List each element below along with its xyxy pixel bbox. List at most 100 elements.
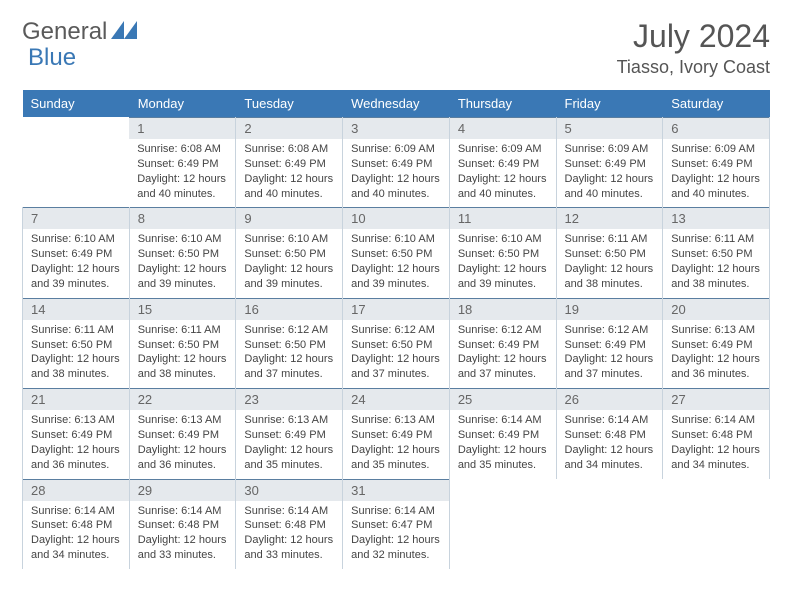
- day-cell: 12Sunrise: 6:11 AMSunset: 6:50 PMDayligh…: [556, 207, 663, 297]
- daylight-text: Daylight: 12 hours: [138, 443, 228, 458]
- day-number: 3: [343, 117, 449, 139]
- sunset-text: Sunset: 6:50 PM: [565, 247, 655, 262]
- day-details: Sunrise: 6:12 AMSunset: 6:49 PMDaylight:…: [557, 320, 663, 388]
- daylight-text: and 40 minutes.: [351, 187, 441, 202]
- sunset-text: Sunset: 6:49 PM: [31, 428, 121, 443]
- day-cell: 22Sunrise: 6:13 AMSunset: 6:49 PMDayligh…: [129, 388, 236, 478]
- calendar-table: Sunday Monday Tuesday Wednesday Thursday…: [22, 90, 770, 569]
- day-cell: 15Sunrise: 6:11 AMSunset: 6:50 PMDayligh…: [129, 298, 236, 388]
- day-cell: 5Sunrise: 6:09 AMSunset: 6:49 PMDaylight…: [556, 117, 663, 207]
- sunrise-text: Sunrise: 6:14 AM: [244, 504, 334, 519]
- day-details: Sunrise: 6:14 AMSunset: 6:49 PMDaylight:…: [450, 410, 556, 478]
- sunset-text: Sunset: 6:48 PM: [565, 428, 655, 443]
- sunset-text: Sunset: 6:50 PM: [671, 247, 761, 262]
- daylight-text: Daylight: 12 hours: [671, 443, 761, 458]
- daylight-text: Daylight: 12 hours: [565, 443, 655, 458]
- day-cell: 13Sunrise: 6:11 AMSunset: 6:50 PMDayligh…: [663, 207, 770, 297]
- day-details: Sunrise: 6:12 AMSunset: 6:50 PMDaylight:…: [236, 320, 342, 388]
- day-cell: 24Sunrise: 6:13 AMSunset: 6:49 PMDayligh…: [343, 388, 450, 478]
- sunrise-text: Sunrise: 6:11 AM: [31, 323, 121, 338]
- sunset-text: Sunset: 6:50 PM: [458, 247, 548, 262]
- daylight-text: and 39 minutes.: [244, 277, 334, 292]
- daylight-text: Daylight: 12 hours: [458, 172, 548, 187]
- sunrise-text: Sunrise: 6:12 AM: [565, 323, 655, 338]
- day-details: Sunrise: 6:11 AMSunset: 6:50 PMDaylight:…: [557, 229, 663, 297]
- day-number: 24: [343, 388, 449, 410]
- sunrise-text: Sunrise: 6:09 AM: [458, 142, 548, 157]
- sunset-text: Sunset: 6:50 PM: [351, 247, 441, 262]
- daylight-text: and 37 minutes.: [565, 367, 655, 382]
- daylight-text: Daylight: 12 hours: [351, 262, 441, 277]
- daylight-text: and 36 minutes.: [31, 458, 121, 473]
- daylight-text: Daylight: 12 hours: [31, 262, 121, 277]
- daylight-text: and 39 minutes.: [458, 277, 548, 292]
- day-number: 30: [236, 479, 342, 501]
- day-details: Sunrise: 6:14 AMSunset: 6:48 PMDaylight:…: [130, 501, 236, 569]
- sunset-text: Sunset: 6:49 PM: [458, 157, 548, 172]
- day-number: 16: [236, 298, 342, 320]
- day-number: 19: [557, 298, 663, 320]
- day-details: Sunrise: 6:14 AMSunset: 6:48 PMDaylight:…: [663, 410, 769, 478]
- day-details: Sunrise: 6:12 AMSunset: 6:49 PMDaylight:…: [450, 320, 556, 388]
- day-cell: 3Sunrise: 6:09 AMSunset: 6:49 PMDaylight…: [343, 117, 450, 207]
- sunrise-text: Sunrise: 6:14 AM: [458, 413, 548, 428]
- day-header: Monday: [129, 90, 236, 117]
- sunset-text: Sunset: 6:50 PM: [31, 338, 121, 353]
- daylight-text: and 36 minutes.: [138, 458, 228, 473]
- daylight-text: Daylight: 12 hours: [458, 262, 548, 277]
- daylight-text: and 34 minutes.: [565, 458, 655, 473]
- logo: General: [22, 18, 139, 46]
- daylight-text: Daylight: 12 hours: [351, 443, 441, 458]
- day-number: 2: [236, 117, 342, 139]
- day-cell: 10Sunrise: 6:10 AMSunset: 6:50 PMDayligh…: [343, 207, 450, 297]
- sunrise-text: Sunrise: 6:08 AM: [244, 142, 334, 157]
- daylight-text: and 34 minutes.: [31, 548, 121, 563]
- header-row: General July 2024 Tiasso, Ivory Coast: [22, 18, 770, 78]
- daylight-text: Daylight: 12 hours: [351, 172, 441, 187]
- sunrise-text: Sunrise: 6:14 AM: [671, 413, 761, 428]
- day-details: Sunrise: 6:14 AMSunset: 6:48 PMDaylight:…: [236, 501, 342, 569]
- week-row: 28Sunrise: 6:14 AMSunset: 6:48 PMDayligh…: [23, 479, 770, 569]
- week-row: 7Sunrise: 6:10 AMSunset: 6:49 PMDaylight…: [23, 207, 770, 297]
- daylight-text: and 40 minutes.: [671, 187, 761, 202]
- sunset-text: Sunset: 6:48 PM: [31, 518, 121, 533]
- daylight-text: and 32 minutes.: [351, 548, 441, 563]
- sunset-text: Sunset: 6:49 PM: [671, 338, 761, 353]
- daylight-text: Daylight: 12 hours: [138, 352, 228, 367]
- daylight-text: Daylight: 12 hours: [351, 533, 441, 548]
- sunrise-text: Sunrise: 6:08 AM: [137, 142, 227, 157]
- day-number: 26: [557, 388, 663, 410]
- day-number: 11: [450, 207, 556, 229]
- daylight-text: and 35 minutes.: [351, 458, 441, 473]
- sunset-text: Sunset: 6:50 PM: [138, 338, 228, 353]
- logo-icon: [111, 18, 137, 46]
- day-number: 4: [450, 117, 556, 139]
- sunset-text: Sunset: 6:47 PM: [351, 518, 441, 533]
- daylight-text: Daylight: 12 hours: [244, 262, 334, 277]
- daylight-text: Daylight: 12 hours: [351, 352, 441, 367]
- daylight-text: and 40 minutes.: [244, 187, 334, 202]
- day-cell: 20Sunrise: 6:13 AMSunset: 6:49 PMDayligh…: [663, 298, 770, 388]
- daylight-text: Daylight: 12 hours: [458, 443, 548, 458]
- day-details: Sunrise: 6:08 AMSunset: 6:49 PMDaylight:…: [129, 139, 235, 207]
- day-number: 1: [129, 117, 235, 139]
- day-details: Sunrise: 6:13 AMSunset: 6:49 PMDaylight:…: [236, 410, 342, 478]
- day-number: 20: [663, 298, 769, 320]
- day-details: Sunrise: 6:14 AMSunset: 6:48 PMDaylight:…: [23, 501, 129, 569]
- day-details: Sunrise: 6:14 AMSunset: 6:47 PMDaylight:…: [343, 501, 449, 569]
- day-number: 13: [663, 207, 769, 229]
- sunset-text: Sunset: 6:49 PM: [565, 157, 655, 172]
- day-cell: 6Sunrise: 6:09 AMSunset: 6:49 PMDaylight…: [663, 117, 770, 207]
- day-cell: 8Sunrise: 6:10 AMSunset: 6:50 PMDaylight…: [129, 207, 236, 297]
- daylight-text: and 40 minutes.: [137, 187, 227, 202]
- sunset-text: Sunset: 6:49 PM: [565, 338, 655, 353]
- sunrise-text: Sunrise: 6:11 AM: [138, 323, 228, 338]
- daylight-text: and 35 minutes.: [458, 458, 548, 473]
- sunset-text: Sunset: 6:49 PM: [458, 338, 548, 353]
- location: Tiasso, Ivory Coast: [617, 57, 770, 78]
- day-details: Sunrise: 6:09 AMSunset: 6:49 PMDaylight:…: [450, 139, 556, 207]
- day-header: Thursday: [449, 90, 556, 117]
- sunrise-text: Sunrise: 6:12 AM: [351, 323, 441, 338]
- day-cell: [449, 479, 556, 569]
- day-cell: 9Sunrise: 6:10 AMSunset: 6:50 PMDaylight…: [236, 207, 343, 297]
